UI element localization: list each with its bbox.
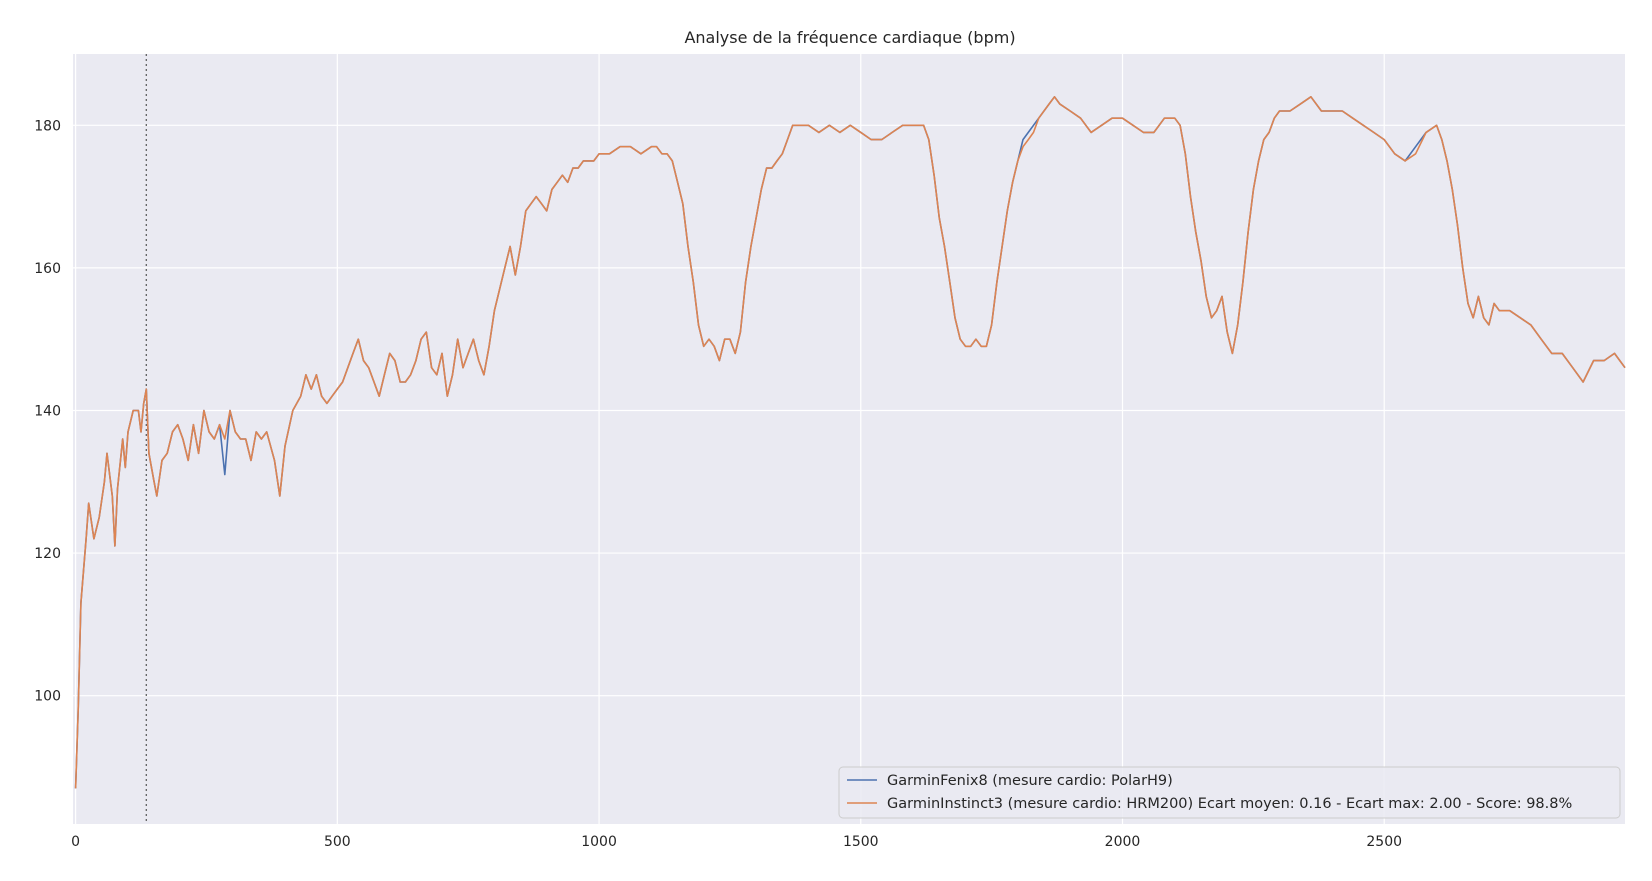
series-line-2: [74, 96, 1626, 789]
y-tick-label: 140: [34, 403, 61, 419]
chart-title: Analyse de la fréquence cardiaque (bpm): [684, 28, 1015, 47]
x-tick-label: 1000: [581, 834, 617, 850]
legend: GarminFenix8 (mesure cardio: PolarH9) Ga…: [838, 766, 1621, 819]
x-tick-label: 500: [324, 834, 351, 850]
y-axis-ticks: 100 120 140 160 180: [34, 118, 61, 704]
y-tick-label: 180: [34, 118, 61, 134]
plot-background: [73, 54, 1625, 824]
x-tick-label: 1500: [843, 834, 879, 850]
series-lines: [74, 96, 1626, 789]
x-axis-ticks: 0 500 1000 1500 2000 2500: [71, 834, 1402, 850]
plot-area: [73, 54, 1626, 824]
y-tick-label: 120: [34, 546, 61, 562]
legend-box: [838, 766, 1621, 819]
legend-label-series-2: GarminInstinct3 (mesure cardio: HRM200) …: [887, 796, 1572, 812]
x-tick-label: 2000: [1105, 834, 1141, 850]
x-tick-label: 2500: [1366, 834, 1402, 850]
y-tick-label: 100: [34, 689, 61, 705]
legend-label-series-1: GarminFenix8 (mesure cardio: PolarH9): [887, 773, 1173, 789]
y-gridlines: [73, 124, 1625, 697]
y-tick-label: 160: [34, 261, 61, 277]
x-tick-label: 0: [71, 834, 80, 850]
